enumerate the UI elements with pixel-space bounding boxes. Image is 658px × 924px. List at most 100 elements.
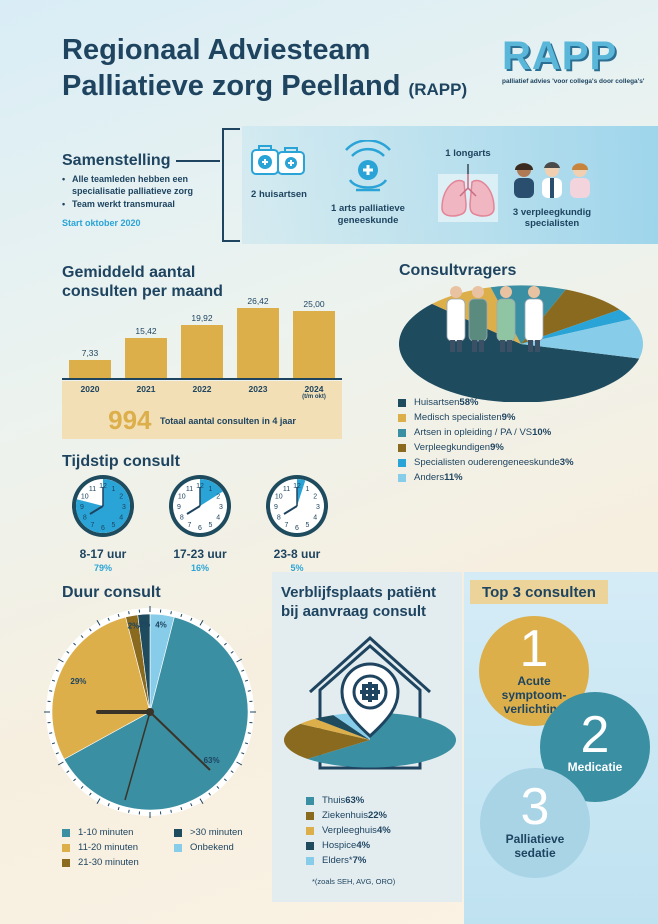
bar-chart-area: 7,33 15,42 19,92 26,42 25,00 [62, 296, 342, 380]
cross-icon [360, 682, 380, 702]
start-date: Start oktober 2020 [62, 218, 141, 228]
requesters-legend-item: Verpleegkundigen 9% [398, 440, 648, 455]
bar-chart-heading: Gemiddeld aantal consulten per maand [62, 263, 223, 301]
composition-bullet: • Team werkt transmuraal [62, 199, 175, 209]
person-body [524, 298, 544, 342]
duration-tick [66, 651, 70, 654]
bullet-text: Team werkt transmuraal [72, 199, 175, 209]
bullet-text: Alle teamleden hebben een specialisatie … [72, 174, 194, 196]
duration-tick [80, 785, 84, 789]
duration-tick [208, 628, 211, 632]
duration-tick [51, 679, 56, 682]
clock-number: 9 [177, 504, 181, 511]
residence-heading: Verblijfsplaats patiënt bij aanvraag con… [281, 583, 436, 621]
duration-tick [66, 770, 70, 773]
top3-label: symptoom- [501, 688, 567, 702]
legend-swatch [398, 473, 406, 482]
residence-heading-line-2: bij aanvraag consult [281, 603, 427, 620]
clock-number: 10 [178, 494, 186, 501]
duration-tick [223, 778, 227, 782]
bar-heading-line-1: Gemiddeld aantal [62, 264, 196, 281]
duration-tick [107, 803, 110, 807]
residence-slice-1 [284, 723, 370, 759]
top3-label: Medicatie [567, 760, 623, 774]
duration-tick [73, 642, 77, 646]
clock-hand [124, 711, 151, 801]
person-leg [472, 340, 477, 352]
clock-number: 3 [316, 504, 320, 511]
legend-swatch [306, 856, 314, 865]
clock-number: 7 [91, 522, 95, 529]
legend-label: 21-30 minuten [78, 857, 139, 868]
clock-number: 12 [99, 483, 107, 490]
person-leg [535, 340, 540, 352]
person-body [468, 298, 488, 342]
logo-word: RAPP [502, 34, 618, 78]
legend-label: Ziekenhuis [322, 810, 368, 821]
clock-pct: 16% [190, 563, 209, 573]
requesters-slice-5 [521, 319, 643, 359]
legend-label: Anders [414, 472, 445, 483]
legend-pct: 58% [459, 397, 479, 408]
clock-number: 3 [219, 504, 223, 511]
duration-tick [236, 658, 243, 663]
duration-tick [223, 642, 227, 646]
residence-legend-item: Hospice 4% [306, 838, 456, 853]
duration-tick [51, 742, 56, 745]
composition-heading: Samenstelling [62, 152, 171, 169]
top3-label: Palliatieve [505, 832, 565, 846]
total-number: 994 [108, 405, 152, 435]
duration-tick [216, 785, 220, 789]
legend-pct: 22% [367, 810, 387, 821]
bar-axis [62, 378, 342, 380]
clock-number: 8 [277, 515, 281, 522]
top3-heading: Top 3 consulten [482, 583, 596, 601]
duration-tick [128, 611, 130, 615]
duration-tick [247, 732, 251, 734]
duration-tick [89, 628, 92, 632]
legend-pct: 9% [501, 412, 516, 423]
duration-tick [208, 792, 211, 796]
duration-pie: 4% 63% 29% 2% 2% [44, 606, 256, 818]
duration-tick [199, 619, 204, 626]
duration-tick [117, 613, 120, 618]
clock-number: 11 [89, 486, 96, 493]
duration-legend: 1-10 minuten >30 minuten 11-20 minuten O… [62, 825, 262, 870]
legend-swatch [306, 811, 314, 820]
legend-swatch [306, 826, 314, 835]
residence-slice-3 [315, 715, 370, 740]
duration-tick [190, 617, 193, 621]
legend-swatch [398, 428, 406, 437]
person-head [528, 286, 540, 298]
bar-year-label: 2023 [248, 384, 268, 394]
legend-label: Specialisten ouderengeneeskunde [414, 457, 560, 468]
clock-number: 12 [293, 483, 301, 490]
bar-year-label: 2020 [80, 384, 100, 394]
member-label: 1 arts palliatieve geneeskunde [331, 203, 405, 226]
person-leg [479, 340, 484, 352]
member-verpleegkundig-specialisten: 3 verpleegkundig specialisten [506, 160, 598, 229]
person-head [500, 286, 512, 298]
clock-number: 2 [216, 494, 220, 501]
clock-number: 9 [274, 504, 278, 511]
duration-tick [73, 778, 77, 782]
bar-value-label: 7,33 [81, 347, 99, 358]
legend-swatch [306, 841, 314, 850]
member-label: 3 verpleegkundig specialisten [512, 207, 592, 229]
legend-pct: 11% [444, 472, 463, 483]
legend-pct: 7% [352, 855, 367, 866]
duration-tick [241, 752, 245, 755]
legend-pct: 63% [345, 795, 365, 806]
clock-number: 7 [188, 522, 192, 529]
top3-label: sedatie [514, 846, 556, 860]
clock-number: 6 [295, 525, 299, 532]
duration-tick [199, 798, 204, 805]
clock-pct: 79% [93, 563, 112, 573]
residence-footnote: *(zoals SEH, AVG, ORO) [312, 877, 396, 886]
legend-swatch [398, 413, 406, 422]
top3-number: 2 [580, 706, 610, 764]
legend-label: Huisartsen [414, 397, 460, 408]
pin-circle [352, 674, 388, 710]
